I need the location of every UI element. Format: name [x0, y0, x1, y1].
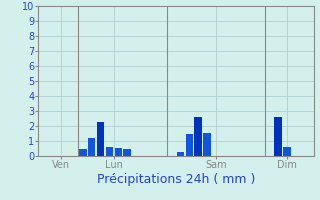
Bar: [115, 148, 122, 156]
Bar: [124, 148, 131, 156]
Bar: [106, 147, 113, 156]
X-axis label: Précipitations 24h ( mm ): Précipitations 24h ( mm ): [97, 173, 255, 186]
Bar: [274, 117, 282, 156]
Bar: [283, 147, 291, 156]
Bar: [186, 134, 193, 156]
Bar: [203, 133, 211, 156]
Bar: [88, 138, 95, 156]
Bar: [79, 149, 87, 156]
Bar: [97, 121, 104, 156]
Bar: [195, 117, 202, 156]
Bar: [177, 152, 184, 156]
